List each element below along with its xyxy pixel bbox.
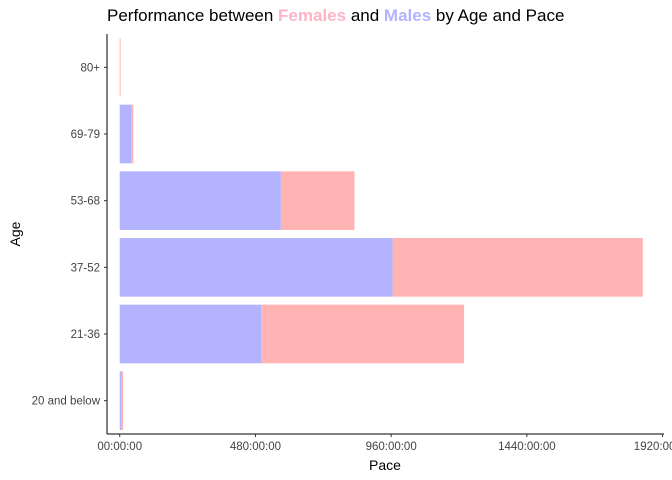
bar-females-69-79	[131, 104, 134, 164]
x-tick-label: 960:00:00	[366, 441, 417, 453]
x-tick-label: 1920:00:00	[634, 441, 672, 453]
title-females-word: Females	[278, 6, 347, 25]
x-axis-title: Pace	[369, 457, 401, 473]
x-tick-label: 1440:00:00	[498, 441, 556, 453]
bar-males-20-and-below	[119, 371, 122, 430]
x-tick-label: 480:00:00	[230, 441, 281, 453]
bar-females-53-68	[280, 171, 355, 230]
title-suffix: by Age and Pace	[431, 6, 565, 25]
y-tick-label: 69-79	[71, 129, 100, 141]
y-tick-label: 53-68	[71, 196, 100, 208]
bar-females-21-36	[261, 304, 465, 364]
title-males-word: Males	[383, 6, 432, 25]
y-ticks-group: 20 and below 21-36 37-52 53-68 69-79 80+	[32, 62, 107, 408]
y-tick-label: 20 and below	[32, 396, 101, 408]
bar-males-21-36	[119, 304, 262, 364]
title-middle: and	[346, 6, 384, 25]
bars-group	[119, 38, 643, 430]
bar-males-69-79	[119, 104, 132, 164]
title-prefix: Performance between	[107, 6, 279, 25]
bar-females-80plus	[120, 38, 121, 97]
bar-males-53-68	[119, 171, 281, 230]
y-axis-title: Age	[7, 221, 23, 246]
bar-males-37-52	[119, 238, 393, 297]
y-tick-label: 80+	[80, 62, 100, 74]
bar-females-37-52	[392, 238, 643, 297]
y-tick-label: 37-52	[71, 262, 100, 274]
x-ticks-group: 00:00:00 480:00:00 960:00:00 1440:00:00 1920…	[97, 434, 672, 453]
bar-females-20-and-below	[121, 371, 124, 430]
chart-title: Performance between Females and Males by…	[107, 6, 564, 26]
x-tick-label: 00:00:00	[97, 441, 142, 453]
y-tick-label: 21-36	[71, 329, 100, 341]
